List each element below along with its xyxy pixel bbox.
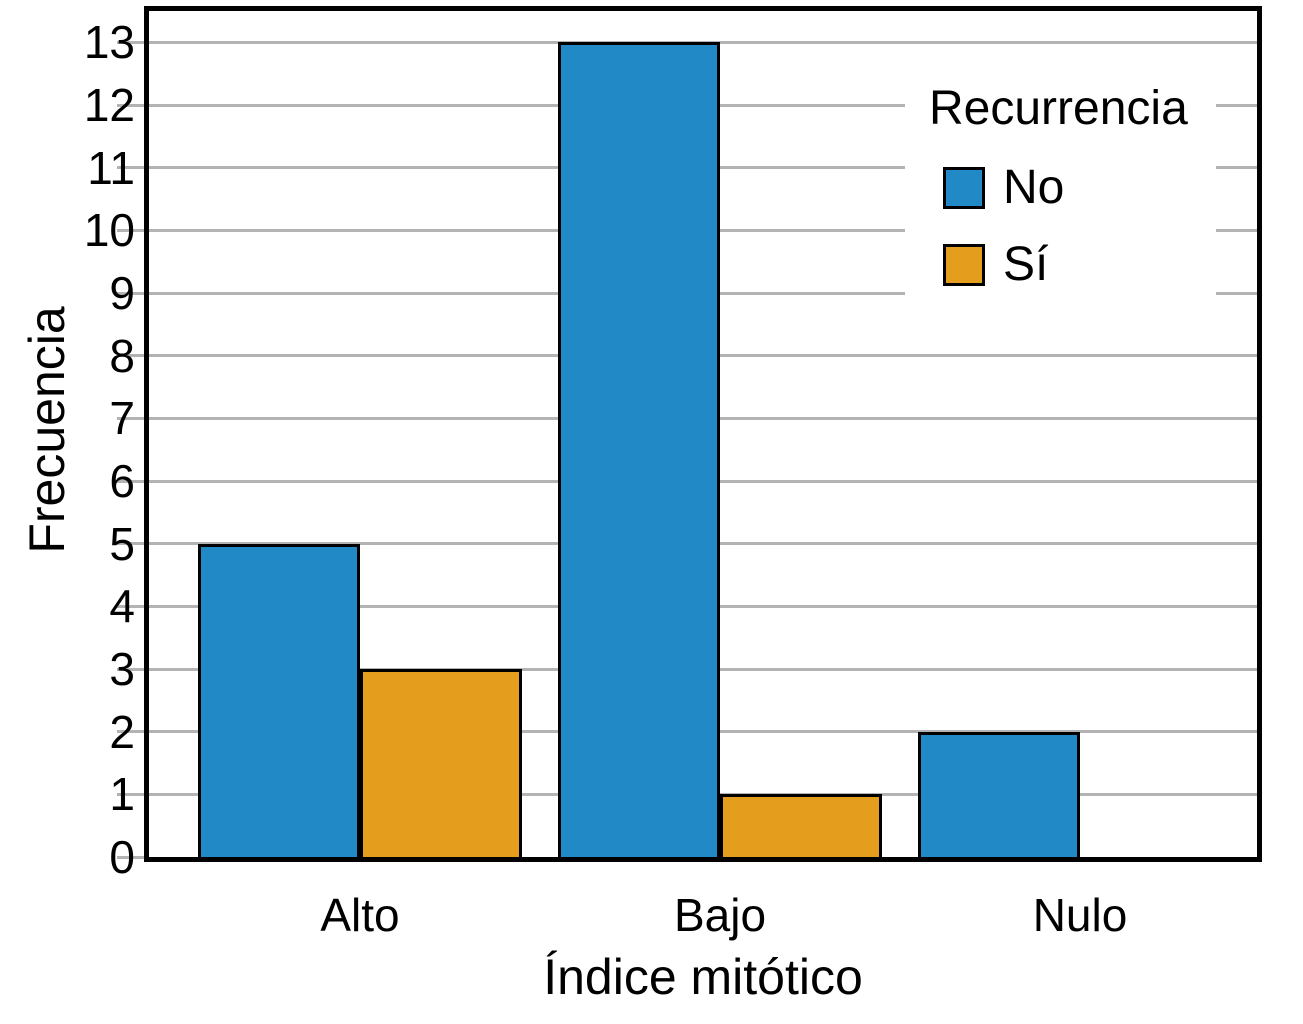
legend: Recurrencia No Sí bbox=[905, 72, 1216, 308]
y-tick-label: 11 bbox=[87, 141, 135, 194]
legend-label: Sí bbox=[1003, 238, 1049, 291]
bar-nulo-no bbox=[918, 732, 1080, 857]
y-tick-label: 6 bbox=[109, 455, 135, 507]
y-tick-label: 13 bbox=[83, 16, 135, 69]
bar-bajo-no bbox=[558, 42, 720, 857]
y-tick-mark bbox=[117, 103, 144, 107]
y-tick-mark bbox=[117, 667, 144, 671]
y-axis-title: Frecuencia bbox=[19, 306, 75, 554]
y-tick-label: 2 bbox=[109, 705, 135, 758]
y-tick-label: 0 bbox=[109, 831, 135, 883]
y-tick-mark bbox=[117, 228, 144, 232]
y-tick-mark bbox=[117, 542, 144, 546]
bar-alto-sí bbox=[360, 669, 522, 857]
y-tick-label: 4 bbox=[109, 580, 135, 633]
y-tick-mark bbox=[117, 730, 144, 734]
x-category-label-nulo: Nulo bbox=[1032, 889, 1128, 941]
x-axis-title: Índice mitótico bbox=[543, 949, 863, 1005]
bar-bajo-sí bbox=[720, 794, 882, 857]
x-category-label-alto: Alto bbox=[320, 889, 400, 941]
y-tick-label: 10 bbox=[83, 204, 135, 257]
y-tick-mark bbox=[117, 855, 144, 859]
y-tick-mark bbox=[117, 40, 144, 44]
y-tick-label: 7 bbox=[109, 392, 135, 445]
legend-row-sí: Sí bbox=[943, 237, 1188, 292]
legend-row-no: No bbox=[943, 160, 1188, 215]
y-tick-mark bbox=[117, 166, 144, 170]
y-tick-label: 1 bbox=[109, 768, 135, 821]
y-tick-mark bbox=[117, 479, 144, 483]
y-tick-mark bbox=[117, 354, 144, 358]
legend-title: Recurrencia bbox=[929, 82, 1188, 135]
y-tick-mark bbox=[117, 416, 144, 420]
bar-alto-no bbox=[198, 544, 360, 857]
legend-label: No bbox=[1003, 161, 1065, 214]
x-category-label-bajo: Bajo bbox=[673, 889, 767, 941]
y-tick-mark bbox=[117, 291, 144, 295]
y-tick-label: 5 bbox=[109, 517, 135, 570]
y-tick-label: 8 bbox=[109, 329, 135, 382]
legend-swatch-icon bbox=[943, 243, 985, 286]
y-tick-mark bbox=[117, 604, 144, 608]
y-tick-label: 3 bbox=[109, 643, 135, 695]
y-tick-label: 12 bbox=[83, 79, 135, 131]
y-tick-label: 9 bbox=[109, 267, 135, 319]
y-tick-mark bbox=[117, 792, 144, 796]
legend-swatch-icon bbox=[943, 166, 985, 209]
